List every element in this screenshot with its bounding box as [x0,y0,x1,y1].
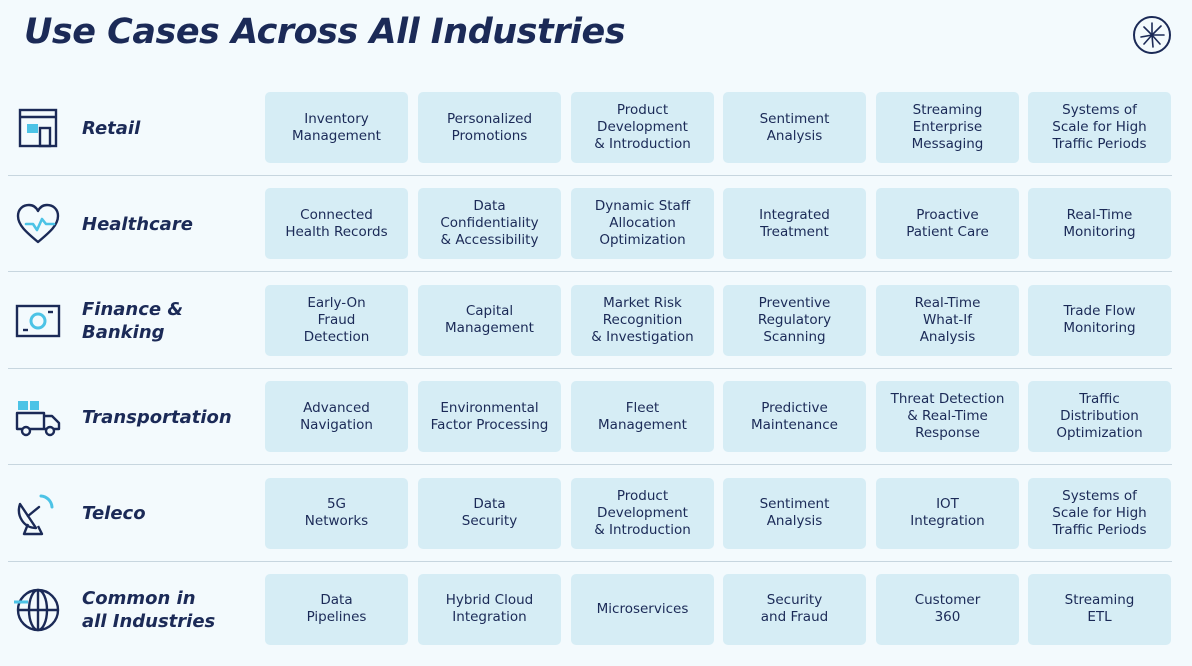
banknote-icon [15,304,61,337]
use-case-card: Customer 360 [876,573,1019,645]
use-case-card: Product Development & Introduction [571,477,714,549]
use-case-card: Trade Flow Monitoring [1028,284,1171,356]
storefront-icon [18,108,58,148]
row-divider [8,271,1172,273]
use-case-card: Systems of Scale for High Traffic Period… [1028,92,1171,163]
industry-label: Retail [82,117,141,139]
starburst-logo-icon [1133,16,1171,54]
use-case-card: Integrated Treatment [723,188,866,260]
use-case-card: Predictive Maintenance [723,381,866,453]
use-case-card: Personalized Promotions [418,92,561,163]
industry-label: Common in all Industries [82,587,216,632]
use-case-card: Threat Detection & Real-Time Response [876,381,1019,453]
use-case-card: 5G Networks [265,477,408,549]
use-case-card: IOT Integration [876,477,1019,549]
heart-pulse-icon [16,204,60,244]
use-case-card: Systems of Scale for High Traffic Period… [1028,477,1171,549]
industry-row-finance: Finance & Banking Early-On Fraud Detecti… [0,281,1192,377]
industry-table: Retail Inventory Management Personalized… [0,88,1192,666]
use-case-card: Early-On Fraud Detection [265,284,408,356]
use-case-card: Proactive Patient Care [876,188,1019,260]
industry-label: Finance & Banking [82,298,184,343]
use-case-card: Sentiment Analysis [723,477,866,549]
industry-row-retail: Retail Inventory Management Personalized… [0,88,1192,184]
industry-label: Teleco [82,503,146,525]
use-case-card: Microservices [571,573,714,645]
use-case-card: Preventive Regulatory Scanning [723,284,866,356]
use-case-card: Data Pipelines [265,573,408,645]
row-divider [8,560,1172,562]
use-case-card: Streaming ETL [1028,573,1171,645]
use-case-card: Streaming Enterprise Messaging [876,92,1019,163]
use-case-card: Inventory Management [265,92,408,163]
use-case-card: Capital Management [418,284,561,356]
row-divider [8,367,1172,369]
globe-icon [14,588,60,632]
industry-row-teleco: Teleco 5G Networks Data Security Product… [0,474,1192,570]
industry-row-common: Common in all Industries Data Pipelines … [0,570,1192,666]
use-case-card: Fleet Management [571,381,714,453]
use-case-card: Real-Time Monitoring [1028,188,1171,260]
use-case-card: Hybrid Cloud Integration [418,573,561,645]
use-case-card: Advanced Navigation [265,381,408,453]
industry-label: Transportation [82,406,232,428]
truck-icon [15,401,61,437]
row-divider [8,175,1172,176]
use-case-card: Real-Time What-If Analysis [876,284,1019,356]
use-case-card: Connected Health Records [265,188,408,260]
use-case-card: Dynamic Staff Allocation Optimization [571,188,714,260]
industry-row-transportation: Transportation Advanced Navigation Envir… [0,377,1192,473]
use-case-card: Security and Fraud [723,573,866,645]
satellite-dish-icon [17,494,54,535]
use-case-card: Market Risk Recognition & Investigation [571,284,714,356]
use-case-card: Sentiment Analysis [723,92,866,163]
use-case-card: Traffic Distribution Optimization [1028,381,1171,453]
industry-row-healthcare: Healthcare Connected Health Records Data… [0,184,1192,280]
use-case-card: Data Confidentiality & Accessibility [418,188,561,260]
use-case-card: Product Development & Introduction [571,92,714,163]
use-case-card: Environmental Factor Processing [418,381,561,453]
industry-label: Healthcare [82,213,193,235]
use-case-card: Data Security [418,477,561,549]
page-title: Use Cases Across All Industries [24,12,626,52]
row-divider [8,464,1172,466]
